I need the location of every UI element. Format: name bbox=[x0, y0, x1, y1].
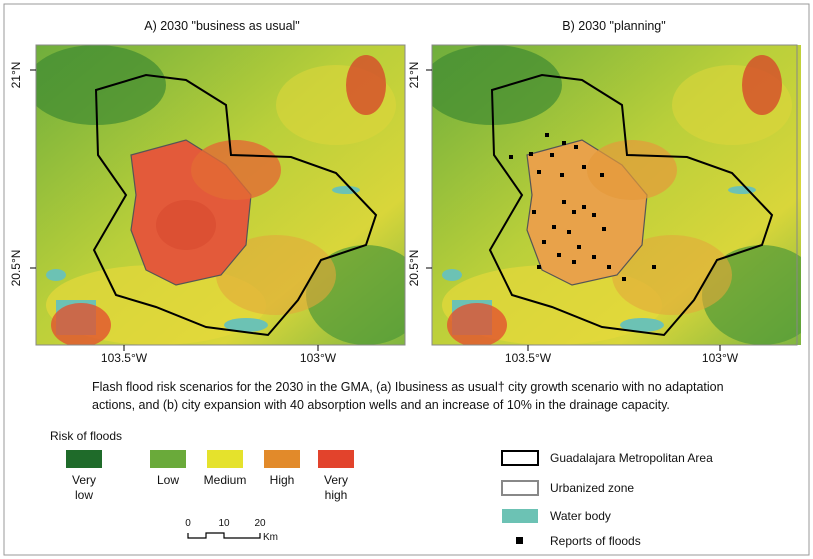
map-a bbox=[36, 45, 405, 345]
report-swatch bbox=[516, 537, 523, 544]
scale-tick: 0 bbox=[185, 518, 191, 529]
water-swatch bbox=[502, 509, 538, 523]
lon-label: 103°W bbox=[300, 351, 337, 365]
risk-swatch bbox=[207, 450, 243, 468]
lat-label: 20.5°N bbox=[9, 250, 23, 287]
scale-tick: 20 bbox=[254, 518, 266, 529]
map-a-border bbox=[35, 44, 406, 346]
risk-label: Very high bbox=[324, 473, 348, 502]
legend-title: Risk of floods bbox=[50, 429, 122, 443]
legend-label: Urbanized zone bbox=[550, 481, 634, 495]
legend-label: Guadalajara Metropolitan Area bbox=[550, 451, 713, 465]
lat-label: 21°N bbox=[407, 62, 421, 89]
flood-reports bbox=[509, 133, 656, 281]
map-b-border bbox=[431, 44, 798, 346]
scale-bar bbox=[187, 532, 261, 539]
risk-swatch bbox=[264, 450, 300, 468]
risk-swatch bbox=[150, 450, 186, 468]
risk-swatch bbox=[318, 450, 354, 468]
map-b bbox=[432, 45, 801, 345]
risk-swatch bbox=[66, 450, 102, 468]
frame bbox=[3, 3, 810, 556]
legend-label: Water body bbox=[550, 509, 611, 523]
risk-legend: Very low Low Medium High Very high bbox=[66, 450, 354, 502]
panel-title: B) 2030 "planning" bbox=[562, 19, 665, 33]
risk-label: Very low bbox=[72, 473, 96, 502]
scale-tick: 10 bbox=[218, 518, 230, 529]
lon-label: 103.5°W bbox=[505, 351, 552, 365]
lat-label: 21°N bbox=[9, 62, 23, 89]
lon-label: 103.5°W bbox=[101, 351, 148, 365]
lon-label: 103°W bbox=[702, 351, 739, 365]
risk-label: High bbox=[270, 473, 295, 487]
gma-swatch bbox=[501, 450, 539, 466]
risk-label: Medium bbox=[204, 473, 247, 487]
risk-label: Low bbox=[157, 473, 179, 487]
panel-title: A) 2030 "business as usual" bbox=[144, 19, 300, 33]
legend-label: Reports of floods bbox=[550, 534, 641, 548]
urban-swatch bbox=[501, 480, 539, 496]
scale-unit: Km bbox=[263, 532, 278, 543]
lat-label: 20.5°N bbox=[407, 250, 421, 287]
caption: Flash flood risk scenarios for the 2030 … bbox=[92, 380, 724, 412]
